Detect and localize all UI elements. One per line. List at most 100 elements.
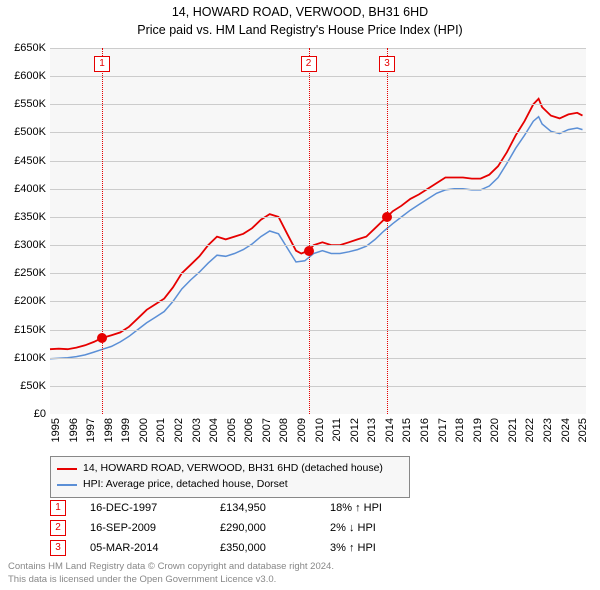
series-line	[50, 99, 583, 350]
x-axis-label: 2011	[331, 418, 343, 442]
footer-attribution: Contains HM Land Registry data © Crown c…	[8, 561, 334, 586]
x-axis-label: 2022	[524, 418, 536, 442]
x-axis-label: 2019	[472, 418, 484, 442]
y-axis-label: £300K	[0, 239, 46, 251]
series-line	[50, 117, 583, 359]
chart-title-block: 14, HOWARD ROAD, VERWOOD, BH31 6HD Price…	[0, 0, 600, 39]
x-axis-label: 2021	[507, 418, 519, 442]
reference-line	[387, 48, 388, 414]
legend-swatch	[57, 484, 77, 486]
y-axis-label: £250K	[0, 267, 46, 279]
legend-label: HPI: Average price, detached house, Dors…	[83, 477, 288, 493]
gridline	[50, 245, 586, 246]
title-line-1: 14, HOWARD ROAD, VERWOOD, BH31 6HD	[0, 4, 600, 22]
x-axis-label: 2007	[261, 418, 273, 442]
sales-price: £134,950	[220, 502, 330, 514]
y-axis-label: £650K	[0, 42, 46, 54]
x-axis-label: 2024	[560, 418, 572, 442]
reference-line	[102, 48, 103, 414]
sales-date: 16-SEP-2009	[90, 522, 220, 534]
reference-marker: 1	[94, 56, 110, 72]
reference-marker: 3	[379, 56, 395, 72]
x-axis-label: 2018	[454, 418, 466, 442]
y-axis-label: £400K	[0, 183, 46, 195]
gridline	[50, 48, 586, 49]
sale-point-marker	[382, 212, 392, 222]
sales-row: 2 16-SEP-2009 £290,000 2% ↓ HPI	[50, 518, 430, 538]
sales-delta: 18% ↑ HPI	[330, 502, 430, 514]
sales-date: 16-DEC-1997	[90, 502, 220, 514]
gridline	[50, 132, 586, 133]
x-axis-label: 2014	[384, 418, 396, 442]
footer-line-2: This data is licensed under the Open Gov…	[8, 574, 334, 586]
x-axis-label: 2016	[419, 418, 431, 442]
sales-row: 3 05-MAR-2014 £350,000 3% ↑ HPI	[50, 538, 430, 558]
sale-point-marker	[97, 333, 107, 343]
x-axis-label: 2001	[155, 418, 167, 442]
gridline	[50, 76, 586, 77]
reference-line	[309, 48, 310, 414]
x-axis-label: 2008	[278, 418, 290, 442]
gridline	[50, 330, 586, 331]
legend-box: 14, HOWARD ROAD, VERWOOD, BH31 6HD (deta…	[50, 456, 410, 498]
y-axis-label: £0	[0, 408, 46, 420]
sales-marker: 1	[50, 500, 66, 516]
legend-item: 14, HOWARD ROAD, VERWOOD, BH31 6HD (deta…	[57, 461, 403, 477]
x-axis-label: 2004	[208, 418, 220, 442]
sales-marker: 2	[50, 520, 66, 536]
sales-price: £350,000	[220, 542, 330, 554]
sales-price: £290,000	[220, 522, 330, 534]
gridline	[50, 273, 586, 274]
gridline	[50, 217, 586, 218]
gridline	[50, 189, 586, 190]
gridline	[50, 386, 586, 387]
gridline	[50, 161, 586, 162]
reference-marker: 2	[301, 56, 317, 72]
x-axis-label: 2025	[577, 418, 589, 442]
x-axis-label: 1998	[103, 418, 115, 442]
y-axis-label: £100K	[0, 352, 46, 364]
y-axis-label: £500K	[0, 126, 46, 138]
x-axis-label: 2015	[401, 418, 413, 442]
y-axis-label: £50K	[0, 380, 46, 392]
x-axis-label: 2000	[138, 418, 150, 442]
x-axis-label: 1996	[68, 418, 80, 442]
sale-point-marker	[304, 246, 314, 256]
y-axis-label: £600K	[0, 70, 46, 82]
x-axis-label: 1997	[85, 418, 97, 442]
x-axis-label: 2012	[349, 418, 361, 442]
x-axis-label: 1999	[120, 418, 132, 442]
sales-table: 1 16-DEC-1997 £134,950 18% ↑ HPI 2 16-SE…	[50, 498, 430, 558]
sales-delta: 2% ↓ HPI	[330, 522, 430, 534]
sales-date: 05-MAR-2014	[90, 542, 220, 554]
gridline	[50, 358, 586, 359]
x-axis-label: 2013	[366, 418, 378, 442]
legend-label: 14, HOWARD ROAD, VERWOOD, BH31 6HD (deta…	[83, 461, 383, 477]
x-axis-label: 2020	[489, 418, 501, 442]
legend-item: HPI: Average price, detached house, Dors…	[57, 477, 403, 493]
chart-lines-svg	[50, 48, 586, 414]
y-axis-label: £550K	[0, 98, 46, 110]
x-axis-label: 2006	[243, 418, 255, 442]
x-axis-label: 2023	[542, 418, 554, 442]
y-axis-label: £450K	[0, 155, 46, 167]
x-axis-label: 2005	[226, 418, 238, 442]
sales-row: 1 16-DEC-1997 £134,950 18% ↑ HPI	[50, 498, 430, 518]
x-axis-label: 2017	[437, 418, 449, 442]
legend-swatch	[57, 468, 77, 470]
sales-marker: 3	[50, 540, 66, 556]
chart-plot-area: £0£50K£100K£150K£200K£250K£300K£350K£400…	[50, 48, 586, 414]
x-axis-label: 2002	[173, 418, 185, 442]
x-axis-label: 2003	[191, 418, 203, 442]
x-axis-label: 2010	[314, 418, 326, 442]
y-axis-label: £200K	[0, 295, 46, 307]
footer-line-1: Contains HM Land Registry data © Crown c…	[8, 561, 334, 573]
sales-delta: 3% ↑ HPI	[330, 542, 430, 554]
gridline	[50, 301, 586, 302]
title-line-2: Price paid vs. HM Land Registry's House …	[0, 22, 600, 40]
gridline	[50, 104, 586, 105]
y-axis-label: £150K	[0, 324, 46, 336]
x-axis-label: 1995	[50, 418, 62, 442]
y-axis-label: £350K	[0, 211, 46, 223]
x-axis-label: 2009	[296, 418, 308, 442]
